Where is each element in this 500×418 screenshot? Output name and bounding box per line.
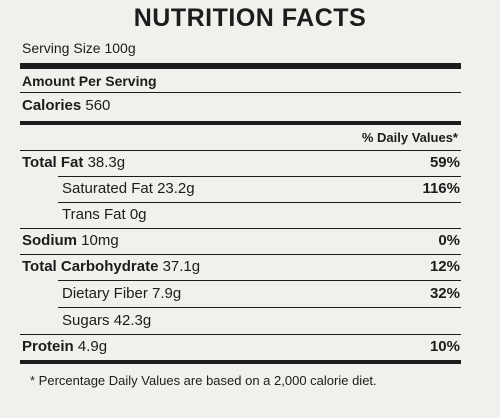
- nutrient-label: Total Carbohydrate: [22, 258, 159, 275]
- nutrient-amount: 38.3g: [87, 154, 126, 171]
- nutrient-amount: 23.2g: [157, 180, 195, 197]
- nutrient-label: Dietary Fiber: [62, 285, 148, 302]
- nutrient-label: Total Fat: [22, 154, 84, 171]
- amount-per-serving: Amount Per Serving: [22, 73, 157, 89]
- nutrient-row-saturated-fat: Saturated Fat 23.2g: [62, 180, 195, 197]
- divider: [58, 202, 461, 203]
- nutrient-dv: 12%: [429, 258, 460, 275]
- nutrient-label: Trans Fat: [62, 206, 126, 223]
- nutrient-dv: 59%: [429, 154, 460, 171]
- nutrient-row-trans-fat: Trans Fat 0g: [62, 206, 147, 223]
- nutrient-amount: 37.1g: [162, 258, 201, 275]
- nutrient-amount: 0g: [129, 206, 147, 223]
- nutrient-amount: 10mg: [81, 232, 119, 249]
- calories-value: 560: [85, 97, 111, 114]
- thick-divider-mid: [20, 121, 461, 125]
- nutrient-dv: 116%: [422, 180, 460, 197]
- nutrient-row-total-fat: Total Fat 38.3g: [22, 154, 125, 171]
- divider: [58, 307, 461, 308]
- footnote: * Percentage Daily Values are based on a…: [30, 373, 377, 388]
- daily-values-header: % Daily Values*: [361, 130, 458, 145]
- nutrient-amount: 7.9g: [152, 285, 182, 302]
- nutrient-label: Protein: [22, 338, 74, 355]
- nutrient-label: Saturated Fat: [62, 180, 153, 197]
- calories-row: Calories 560: [22, 97, 110, 114]
- divider: [20, 254, 461, 255]
- nutrient-label: Sodium: [22, 232, 77, 249]
- serving-size: Serving Size 100g: [22, 40, 136, 56]
- divider: [20, 334, 461, 335]
- nutrient-dv: 32%: [429, 285, 460, 302]
- nutrient-amount: 42.3g: [113, 312, 152, 329]
- thick-divider-bottom: [20, 360, 461, 364]
- divider: [58, 280, 461, 281]
- calories-label: Calories: [22, 97, 82, 114]
- nutrient-amount: 4.9g: [77, 338, 108, 355]
- nutrient-row-protein: Protein 4.9g: [22, 338, 107, 355]
- nutrient-row-sodium: Sodium 10mg: [22, 232, 119, 249]
- thick-divider-top: [20, 63, 461, 69]
- divider: [58, 176, 461, 177]
- nutrient-dv: 0%: [438, 232, 460, 249]
- nutrient-row-total-carbohydrate: Total Carbohydrate 37.1g: [22, 258, 200, 275]
- nutrient-row-sugars: Sugars 42.3g: [62, 312, 151, 329]
- divider: [20, 228, 461, 229]
- divider: [20, 92, 461, 93]
- nutrient-label: Sugars: [62, 312, 110, 329]
- label-title: NUTRITION FACTS: [133, 4, 367, 32]
- divider: [20, 150, 461, 151]
- nutrient-dv: 10%: [429, 338, 460, 355]
- nutrient-row-dietary-fiber: Dietary Fiber 7.9g: [62, 285, 181, 302]
